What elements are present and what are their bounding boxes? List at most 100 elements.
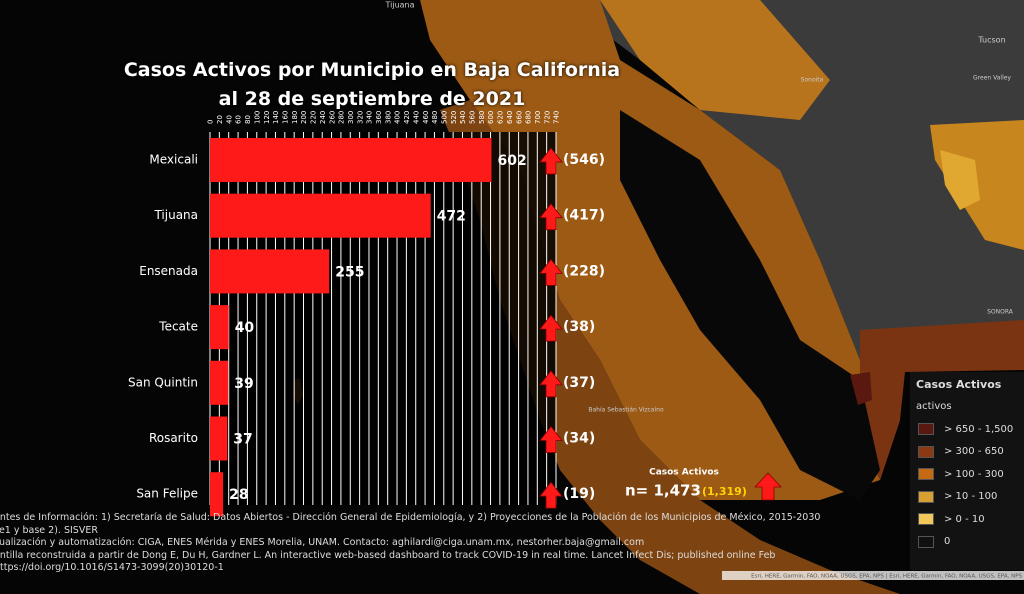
bar — [210, 360, 229, 405]
x-tick-label: 420 — [403, 111, 411, 124]
legend-item: > 10 - 100 — [918, 486, 1024, 509]
x-tick-label: 300 — [347, 111, 355, 124]
x-tick-label: 460 — [422, 111, 430, 124]
footer-line: sualización y automatización: CIGA, ENES… — [0, 537, 645, 548]
previous-label: (38) — [563, 319, 595, 335]
total-previous: (1,319) — [702, 485, 747, 498]
map-label: Sonoita — [801, 77, 824, 84]
bar — [210, 305, 229, 350]
x-tick-label: 160 — [282, 111, 290, 124]
x-tick-label: 540 — [459, 111, 467, 124]
region-darkest — [850, 372, 872, 405]
legend-label: > 100 - 300 — [944, 468, 1004, 480]
value-label: 472 — [437, 209, 466, 225]
x-tick-label: 520 — [450, 111, 458, 124]
bar — [210, 472, 224, 517]
legend-item: > 100 - 300 — [918, 463, 1024, 486]
map-label: Tijuana — [384, 1, 414, 10]
footer-line: antilla reconstruida a partir de Dong E,… — [0, 549, 776, 561]
x-tick-label: 480 — [431, 111, 439, 124]
up-arrow — [539, 147, 563, 175]
x-tick-label: 340 — [366, 111, 374, 124]
x-tick-label: 560 — [469, 111, 477, 124]
x-tick-label: 580 — [478, 111, 486, 124]
legend-label: > 650 - 1,500 — [944, 423, 1014, 435]
legend-swatch — [918, 423, 934, 436]
x-tick-label: 180 — [291, 111, 299, 124]
value-label: 37 — [233, 432, 252, 448]
legend-label: > 300 - 650 — [944, 446, 1004, 458]
x-tick-label: 660 — [515, 111, 523, 124]
y-tick-label: Mexicali — [149, 153, 198, 167]
legend-label: > 0 - 10 — [944, 513, 985, 525]
sonora-north — [600, 0, 830, 120]
previous-label: (37) — [563, 375, 595, 391]
bar — [210, 138, 492, 182]
value-label: 255 — [335, 264, 364, 280]
previous-label: (34) — [563, 431, 595, 447]
y-tick-label: Tecate — [158, 320, 198, 334]
x-tick-label: 380 — [384, 111, 392, 124]
map-label: Bahía Sebastián Vizcaíno — [588, 407, 664, 414]
region-dark — [860, 320, 1024, 480]
legend-item: > 650 - 1,500 — [918, 418, 1024, 441]
x-tick-label: 20 — [216, 115, 224, 124]
map-label: Green Valley — [973, 75, 1011, 82]
x-tick-label: 500 — [440, 111, 448, 124]
legend-item: > 0 - 10 — [918, 508, 1024, 531]
legend-title: Casos Activos — [916, 378, 1002, 391]
y-tick-label: Ensenada — [139, 264, 198, 278]
footer-line: entes de Información: 1) Secretaría de S… — [0, 512, 821, 523]
up-arrow — [539, 258, 563, 286]
x-tick-label: 220 — [310, 111, 318, 124]
legend-swatch — [918, 535, 934, 548]
legend-swatch — [918, 513, 934, 526]
x-tick-label: 320 — [356, 111, 364, 124]
y-tick-label: San Felipe — [136, 487, 198, 501]
y-tick-label: San Quintin — [128, 375, 198, 389]
map-label: SONORA — [987, 309, 1014, 316]
value-label: 40 — [235, 320, 255, 336]
x-tick-label: 700 — [534, 111, 542, 124]
attribution-bg — [722, 571, 1024, 580]
up-arrow — [539, 314, 563, 342]
x-tick-label: 120 — [263, 111, 271, 124]
legend-swatch — [918, 468, 934, 481]
total-value: n= 1,473 — [625, 482, 701, 500]
value-label: 28 — [229, 487, 248, 503]
attribution: Esri, HERE, Garmin, FAO, NOAA, USGS, EPA… — [751, 574, 1022, 580]
x-tick-label: 740 — [553, 111, 561, 124]
x-tick-label: 360 — [375, 111, 383, 124]
x-tick-label: 400 — [394, 111, 402, 124]
x-tick-label: 600 — [487, 111, 495, 124]
footer: entes de Información: 1) Secretaría de S… — [0, 512, 1024, 575]
y-tick-label: Rosarito — [149, 431, 198, 445]
x-tick-label: 720 — [543, 111, 551, 124]
x-tick-label: 60 — [235, 115, 243, 124]
previous-label: (228) — [563, 263, 605, 279]
legend-label: > 10 - 100 — [944, 491, 998, 503]
x-tick-label: 0 — [207, 120, 215, 124]
legend-item: > 300 - 650 — [918, 441, 1024, 464]
up-arrow — [539, 370, 563, 398]
legend-swatch — [918, 490, 934, 503]
chart-title: Casos Activos por Municipio en Baja Cali… — [123, 59, 621, 110]
x-tick-label: 260 — [328, 111, 336, 124]
previous-label: (546) — [563, 152, 605, 168]
bar — [210, 193, 431, 238]
x-tick-label: 620 — [497, 111, 505, 124]
bar — [210, 249, 330, 294]
gulf — [620, 110, 880, 500]
map-label: Tucson — [977, 36, 1005, 45]
up-arrow — [754, 472, 782, 501]
value-label: 602 — [497, 153, 526, 169]
x-tick-label: 40 — [225, 115, 233, 124]
x-tick-label: 100 — [253, 111, 261, 124]
x-tick-label: 680 — [525, 111, 533, 124]
legend-label: 0 — [944, 536, 951, 548]
legend-rows: > 650 - 1,500 > 300 - 650 > 100 - 300 > 10 … — [910, 418, 1024, 553]
x-tick-label: 280 — [338, 111, 346, 124]
previous-label: (19) — [563, 486, 595, 502]
